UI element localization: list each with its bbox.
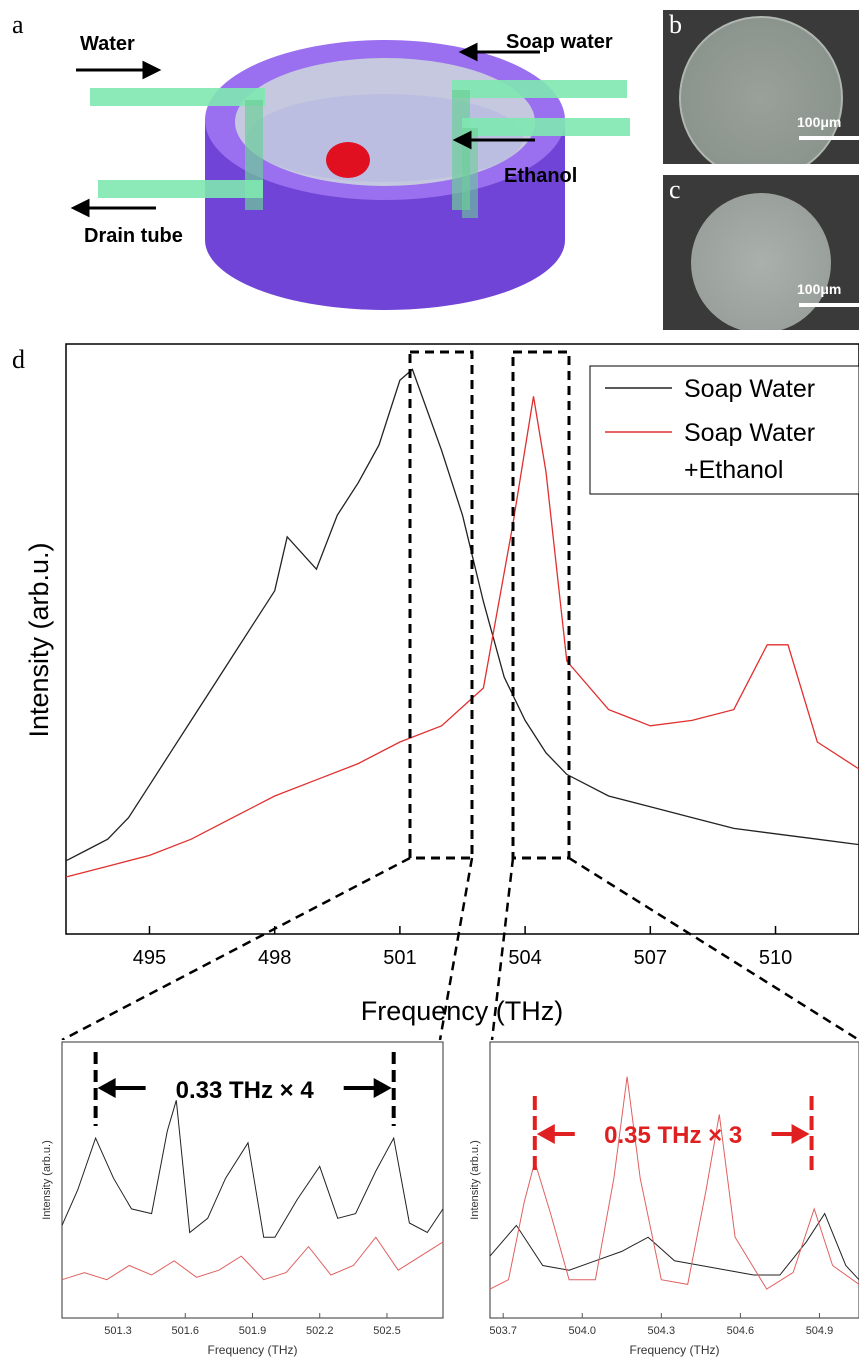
ethanol-label: Ethanol xyxy=(504,165,577,187)
inset-x-axis-label: Frequency (THz) xyxy=(207,1343,297,1357)
spacing-annotation-right: 0.35 THz × 3 xyxy=(604,1122,742,1149)
scale-label-b: 100μm xyxy=(797,114,842,130)
inset1-series-line-0 xyxy=(61,1100,444,1238)
main-plot-frame xyxy=(65,343,859,935)
inset-y-axis-label: Intensity (arb.u.) xyxy=(469,1140,481,1219)
panel-c-letter: c xyxy=(669,175,681,204)
inset-y-axis-label: Intensity (arb.u.) xyxy=(41,1140,53,1219)
drain-tube-label: Drain tube xyxy=(84,225,183,247)
inset-chart-right: 503.7 504.0 504.3 504.6 504.9 Frequency (THz)… xyxy=(469,1041,859,1357)
main-x-tick-label: 510 xyxy=(759,947,792,969)
panel-d-letter: d xyxy=(12,345,25,374)
inset1-series-line-1 xyxy=(61,1236,444,1281)
soap-water-label: Soap water xyxy=(506,31,613,53)
legend-entry-soap-water-ethanol-line2: +Ethanol xyxy=(684,456,783,484)
scale-label-c: 100μm xyxy=(797,281,842,297)
red-arrow-left-icon xyxy=(536,1124,555,1144)
inset-x-tick-label: 504.6 xyxy=(727,1325,755,1337)
inset2-series-line-1 xyxy=(489,1076,859,1290)
inset-x-tick-label: 504.3 xyxy=(648,1325,676,1337)
main-x-tick-label: 498 xyxy=(258,947,291,969)
inset-x-axis-label: Frequency (THz) xyxy=(629,1343,719,1357)
water-label: Water xyxy=(80,33,135,55)
panel-b-letter: b xyxy=(669,10,682,39)
main-x-axis-label: Frequency (THz) xyxy=(361,996,564,1026)
microfluidic-chamber-illustration: Water Soap water Ethanol Drain tube xyxy=(70,31,630,310)
legend: Soap Water Soap Water +Ethanol xyxy=(589,365,859,495)
main-series-line-0 xyxy=(65,368,859,862)
legend-entry-soap-water-ethanol: Soap Water xyxy=(684,419,815,447)
red-arrow-right-icon xyxy=(791,1124,810,1144)
spacing-annotation-left: 0.33 THz × 4 xyxy=(176,1077,315,1104)
inset-frame-2 xyxy=(489,1041,859,1319)
inset-x-tick-label: 504.9 xyxy=(806,1325,834,1337)
main-y-axis-label: Intensity (arb.u.) xyxy=(24,542,54,737)
zoom-box-left xyxy=(408,350,474,860)
main-x-tick-label: 501 xyxy=(383,947,416,969)
inset-x-tick-label: 502.2 xyxy=(306,1325,334,1337)
inset-x-tick-label: 501.3 xyxy=(104,1325,132,1337)
arrow-right-icon xyxy=(373,1078,392,1098)
main-spectrum-chart: 495 498 501 504 507 510 Soap Water Soap Water… xyxy=(24,343,859,1040)
inset-x-tick-label: 502.5 xyxy=(373,1325,401,1337)
legend-entry-soap-water: Soap Water xyxy=(684,375,815,403)
main-x-tick-label: 504 xyxy=(508,947,541,969)
zoom-box-right xyxy=(511,350,571,860)
panel-a-letter: a xyxy=(12,10,24,39)
inset-x-tick-label: 503.7 xyxy=(489,1325,517,1337)
soap-water-inlet-tube xyxy=(452,80,627,98)
arrow-left-icon xyxy=(97,1078,116,1098)
inset-x-tick-label: 501.6 xyxy=(171,1325,199,1337)
micrograph-c: c 100μm xyxy=(663,175,859,330)
micrograph-b: b 100μm xyxy=(663,10,859,164)
inset2-series-line-0 xyxy=(489,1212,859,1281)
water-inlet-tube xyxy=(90,88,265,106)
droplet xyxy=(326,142,370,178)
inset-x-tick-label: 504.0 xyxy=(568,1325,596,1337)
main-x-tick-label: 507 xyxy=(634,947,667,969)
ethanol-inlet-tube xyxy=(462,118,630,136)
inset-x-tick-label: 501.9 xyxy=(239,1325,267,1337)
inset-chart-left: 501.3 501.6 501.9 502.2 502.5 Frequency (THz)… xyxy=(41,1041,444,1357)
drain-tube xyxy=(98,180,263,198)
main-x-tick-label: 495 xyxy=(133,947,166,969)
